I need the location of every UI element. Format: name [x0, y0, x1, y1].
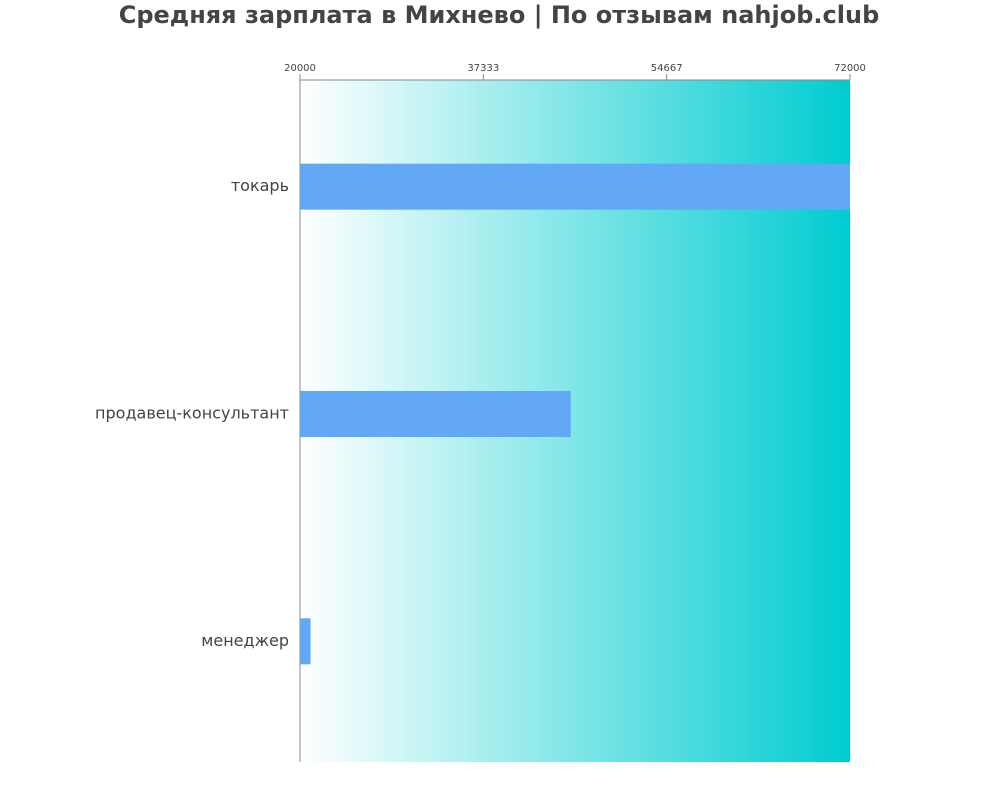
bar: [300, 618, 311, 665]
x-tick-label: 37333: [467, 63, 499, 74]
x-tick-label: 54667: [651, 63, 683, 74]
bar: [300, 163, 850, 210]
x-tick-label: 72000: [834, 63, 866, 74]
bar: [300, 391, 571, 437]
chart-title: Средняя зарплата в Михнево | По отзывам …: [119, 1, 880, 29]
y-tick-label: продавец-консультант: [95, 404, 289, 423]
x-tick-label: 20000: [284, 63, 316, 74]
y-tick-label: токарь: [231, 176, 289, 195]
y-tick-label: менеджер: [201, 631, 289, 650]
